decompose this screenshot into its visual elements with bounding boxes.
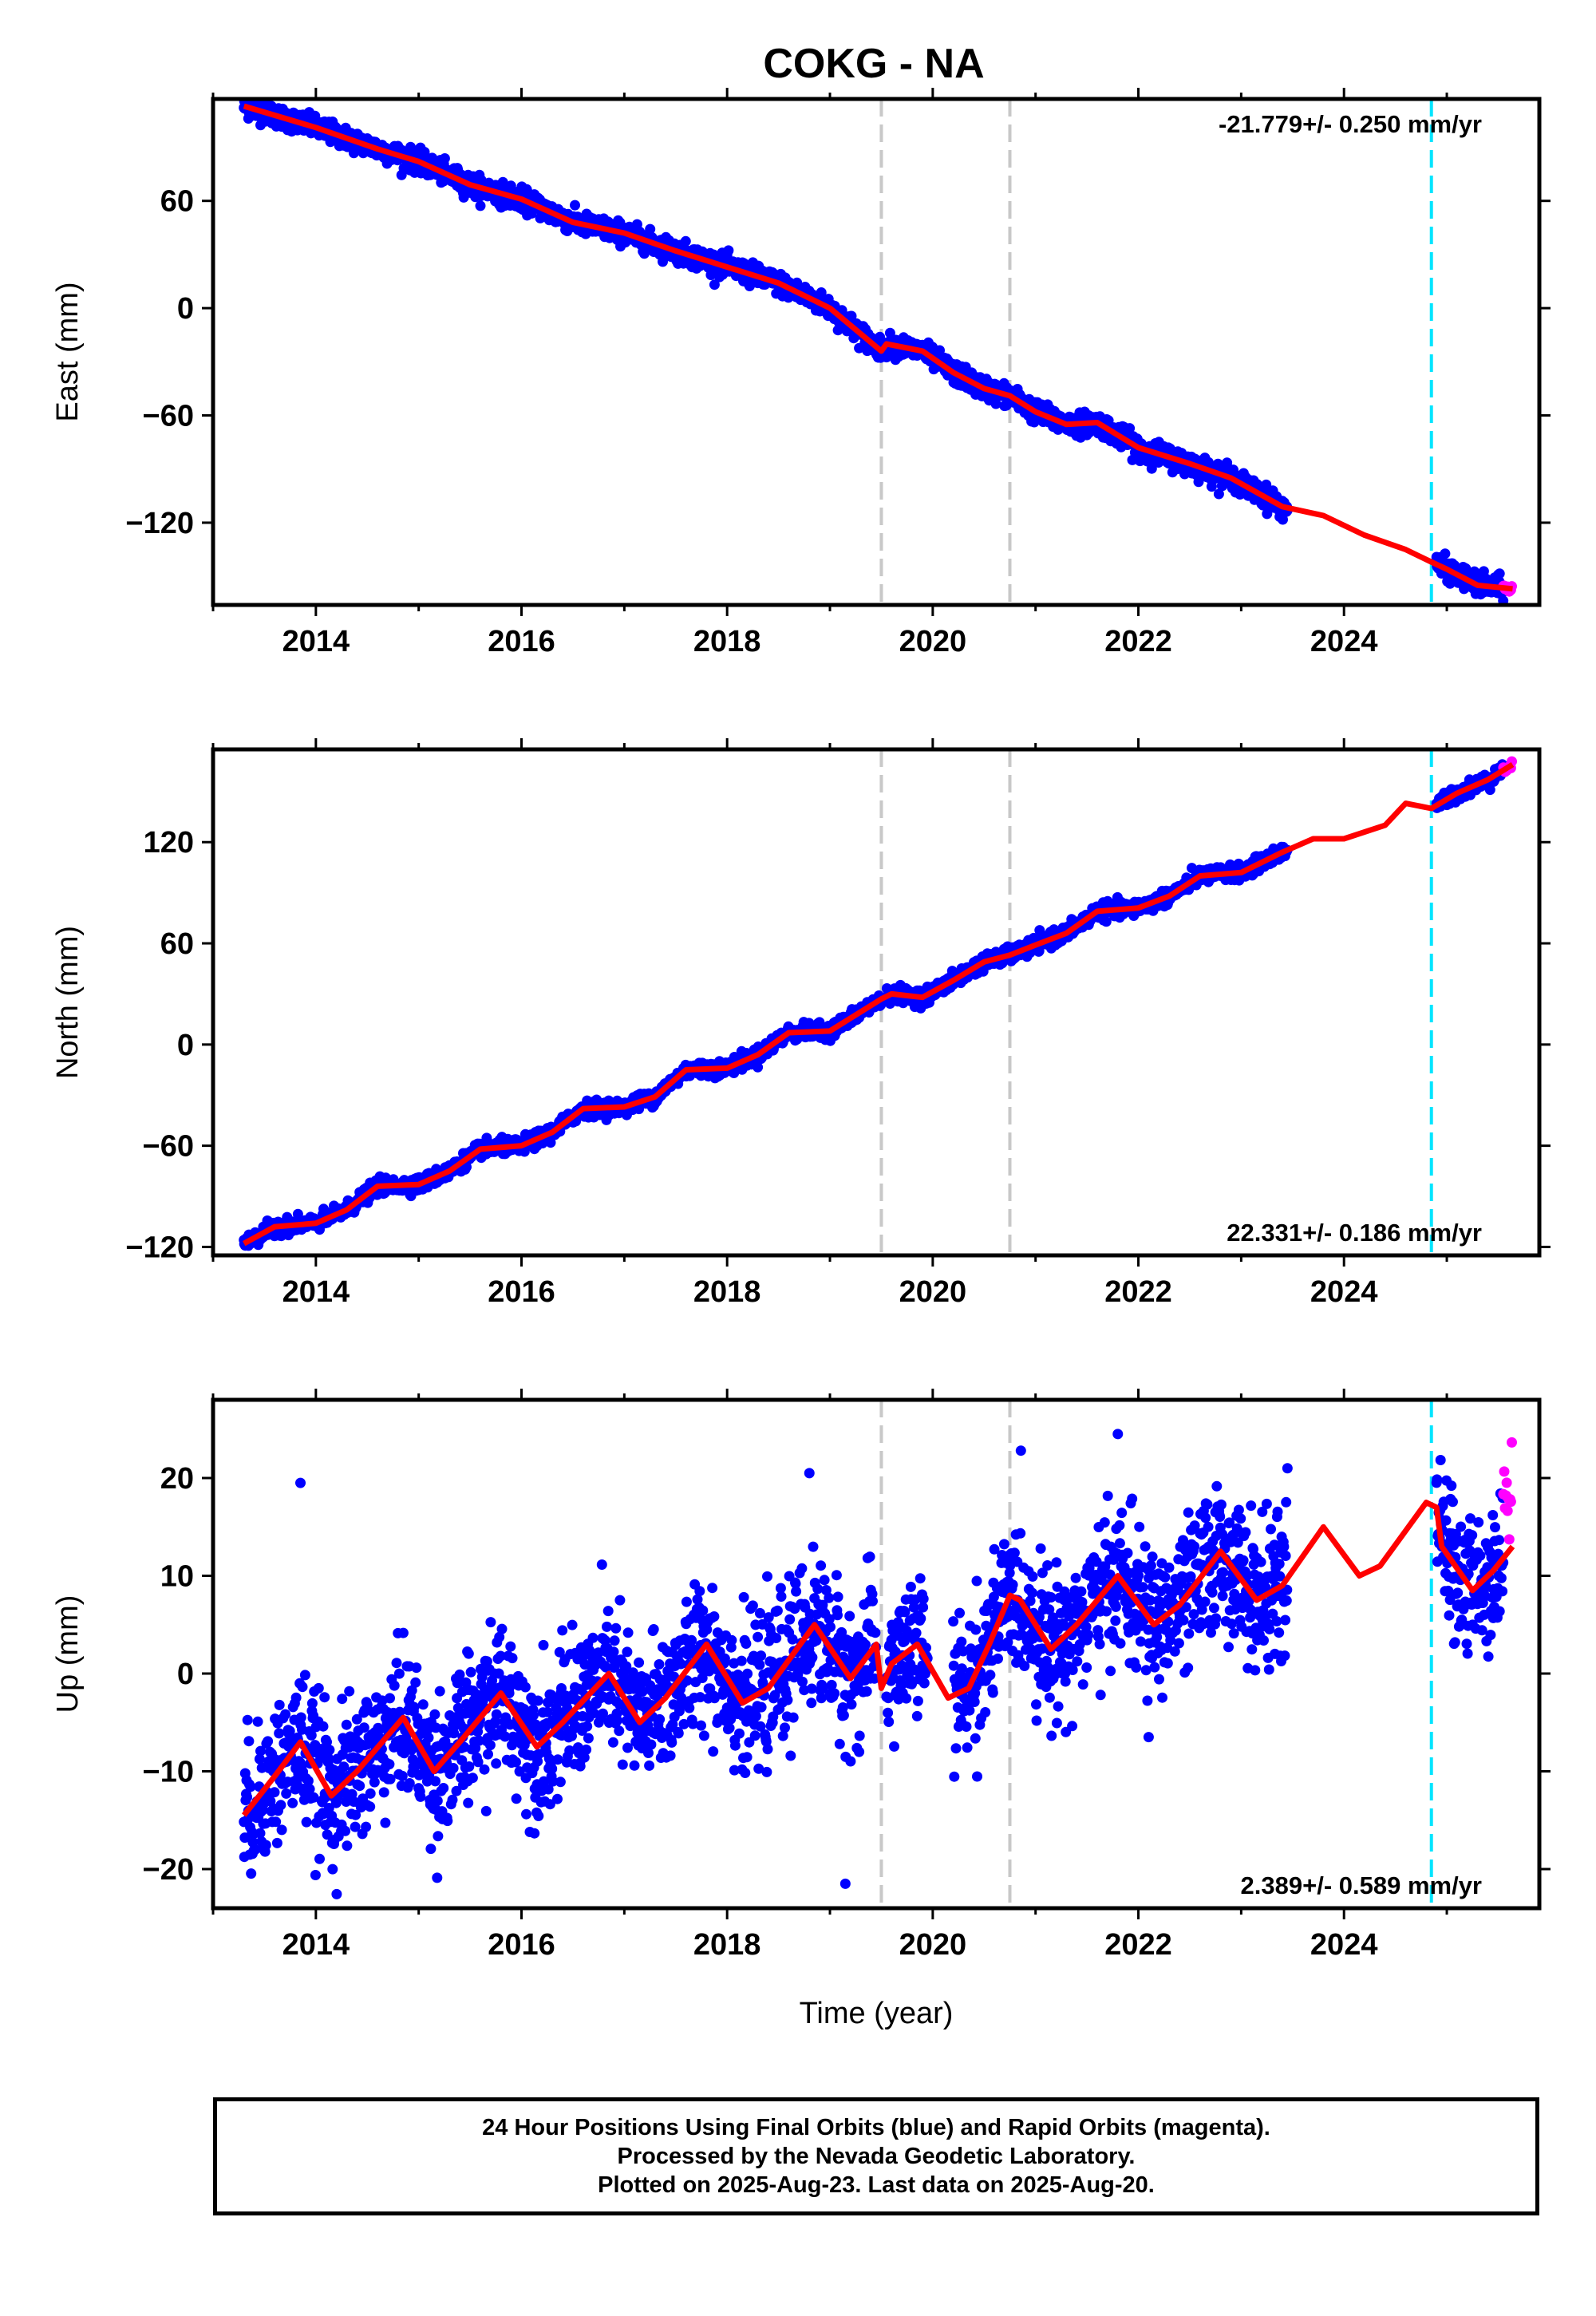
data-point xyxy=(753,1061,764,1073)
plot-area xyxy=(239,749,1517,1255)
data-point xyxy=(1440,548,1451,559)
y-tick-label: 0 xyxy=(177,292,194,326)
y-tick-label: −60 xyxy=(143,400,194,433)
x-tick-label: 2018 xyxy=(693,625,761,658)
figure-title: COKG - NA xyxy=(763,41,984,87)
data-point xyxy=(439,153,450,164)
data-point xyxy=(570,200,580,211)
data-point xyxy=(1494,568,1505,579)
data-point xyxy=(723,245,734,256)
data-point xyxy=(1100,916,1112,927)
plot-frame xyxy=(211,747,1542,1258)
data-point xyxy=(680,235,691,247)
y-tick-label: 60 xyxy=(160,185,194,219)
y-tick-label: −120 xyxy=(125,507,194,540)
data-point xyxy=(1124,423,1136,434)
data-point xyxy=(1261,479,1272,490)
data-point xyxy=(1498,595,1509,605)
x-tick-label: 2024 xyxy=(1310,625,1378,658)
data-point xyxy=(1278,514,1288,525)
model-fit-line xyxy=(243,762,1515,1247)
model-fit-line xyxy=(243,103,1513,592)
x-tick-label: 2014 xyxy=(282,625,350,658)
x-tick-label: 2022 xyxy=(1104,625,1172,658)
north-panel: 2014 2016 2018 2020 2022 2024120600−60−120Nor… xyxy=(51,738,1551,1309)
velocity-label: -21.779+/- 0.250 mm/yr xyxy=(1219,110,1482,138)
data-point xyxy=(475,200,486,211)
final-orbit-points xyxy=(239,99,1509,605)
data-point xyxy=(638,248,650,259)
data-point xyxy=(709,279,720,290)
data-point xyxy=(816,287,827,298)
east-panel: 2014 2016 2018 2020 2022 2024 60 0 −60 −120 East (… xyxy=(51,88,1551,658)
data-point xyxy=(990,398,1001,409)
plot-frame xyxy=(211,97,1542,607)
plot-area xyxy=(239,99,1517,605)
data-point xyxy=(645,223,656,235)
y-axis-label: East (mm) xyxy=(51,282,85,421)
data-point xyxy=(1213,488,1224,500)
x-tick-label: 2020 xyxy=(899,625,967,658)
x-tick-label: 2016 xyxy=(488,625,555,658)
